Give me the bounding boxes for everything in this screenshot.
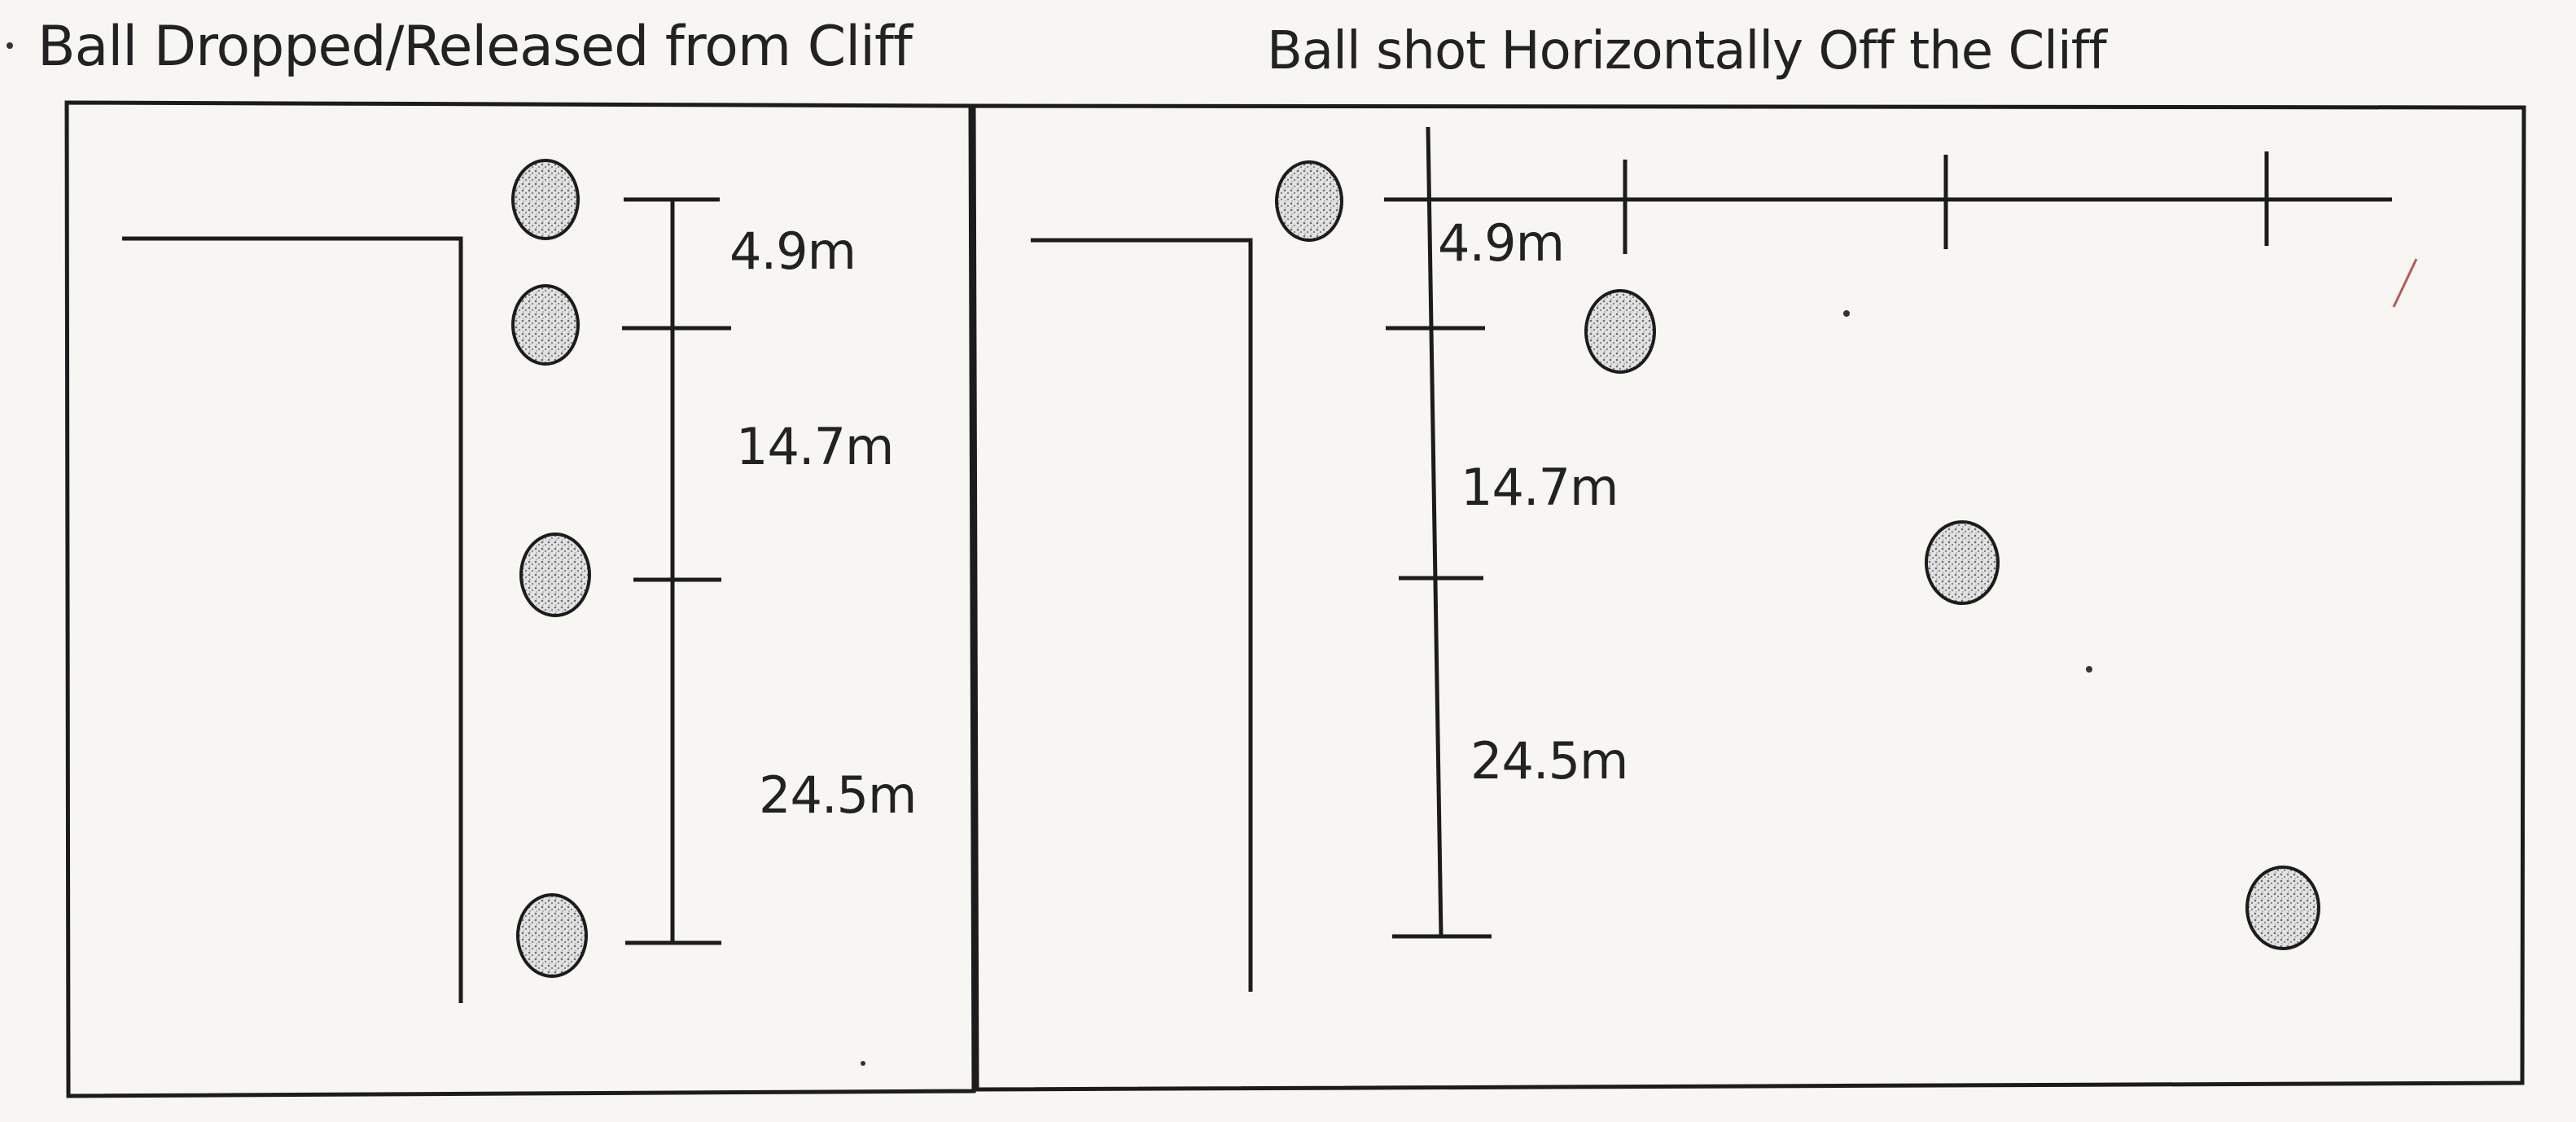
paper-speck-3	[7, 42, 13, 49]
right-ball-1	[1275, 160, 1343, 242]
left-panel-frame	[64, 100, 976, 1098]
left-ball-2	[511, 284, 580, 366]
left-ball-3	[519, 533, 591, 617]
right-cliff-edge	[1031, 238, 1253, 992]
right-ball-3	[1925, 520, 2000, 605]
pencil-mark	[2392, 258, 2418, 308]
right-panel-title: Ball shot Horizontally Off the Cliff	[1267, 21, 2107, 81]
left-panel-title: Ball Dropped/Released from Cliff	[37, 15, 913, 79]
left-cliff-edge	[122, 236, 463, 1003]
left-ball-4	[516, 893, 588, 978]
right-label-first-interval: 4.9m	[1438, 213, 1565, 273]
right-label-second-interval: 14.7m	[1461, 458, 1619, 517]
paper-speck-4	[861, 1061, 865, 1066]
right-panel	[971, 103, 2526, 1092]
right-vertical-measure-line	[1426, 126, 1444, 937]
right-ball-2	[1584, 289, 1656, 374]
right-ball-4	[2245, 866, 2320, 950]
left-panel	[64, 100, 976, 1098]
paper-speck-2	[2086, 666, 2092, 673]
right-label-third-interval: 24.5m	[1470, 731, 1628, 791]
left-label-third-interval: 24.5m	[759, 765, 917, 825]
left-label-second-interval: 14.7m	[736, 417, 894, 476]
paper-speck-1	[1843, 310, 1850, 317]
left-label-first-interval: 4.9m	[729, 221, 856, 281]
right-panel-frame	[971, 103, 2526, 1092]
left-ball-1	[511, 159, 580, 240]
